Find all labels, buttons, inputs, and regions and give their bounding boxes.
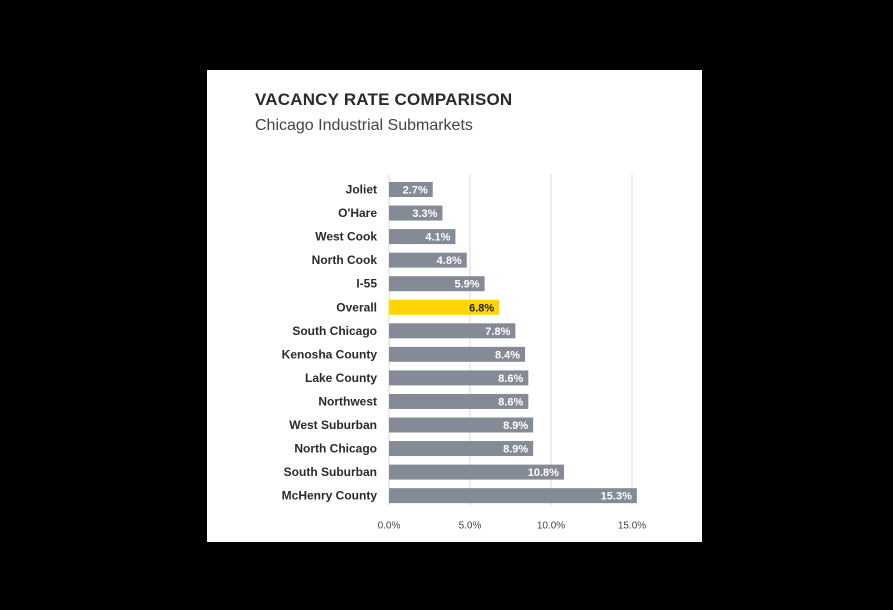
x-tick-label: 0.0%	[378, 521, 401, 532]
value-label: 2.7%	[403, 185, 428, 197]
bar	[389, 229, 456, 245]
bar	[389, 182, 433, 197]
x-tick-label: 5.0%	[459, 521, 482, 532]
bar	[389, 370, 529, 386]
chart-card: VACANCY RATE COMPARISON Chicago Industri…	[207, 70, 702, 542]
bar-chart: 0.0% 5.0% 10.0% 15.0% Joliet 2.7% O'Hare 3.3% We…	[282, 174, 646, 532]
bar	[389, 488, 637, 504]
value-label: 8.4%	[495, 349, 520, 361]
value-label: 8.9%	[503, 420, 528, 432]
category-label: West Suburban	[289, 418, 377, 432]
bar	[389, 417, 534, 433]
value-label: 8.6%	[498, 373, 523, 385]
bar	[389, 393, 529, 409]
value-label: 5.9%	[455, 279, 480, 291]
chart-subtitle: Chicago Industrial Submarkets	[255, 117, 473, 134]
bar	[389, 346, 526, 362]
category-label: North Chicago	[294, 442, 377, 456]
category-label: O'Hare	[338, 206, 377, 220]
bar	[389, 299, 500, 315]
value-label: 6.8%	[469, 302, 494, 314]
value-label: 4.1%	[425, 232, 450, 244]
value-label: 8.9%	[503, 444, 528, 456]
bar	[389, 441, 534, 457]
x-tick-label: 15.0%	[618, 521, 646, 532]
category-label: McHenry County	[282, 489, 378, 503]
bar	[389, 323, 516, 339]
category-label: Overall	[336, 300, 377, 314]
category-label: Northwest	[318, 394, 377, 408]
category-label: Kenosha County	[282, 347, 378, 361]
category-label: West Cook	[315, 230, 377, 244]
bar	[389, 252, 467, 268]
x-tick-label: 10.0%	[537, 521, 565, 532]
category-label: North Cook	[312, 253, 378, 267]
bar	[389, 205, 443, 221]
category-label: Lake County	[305, 371, 377, 385]
value-label: 4.8%	[437, 255, 462, 267]
value-label: 3.3%	[412, 208, 437, 220]
chart-title: VACANCY RATE COMPARISON	[255, 90, 513, 109]
category-label: South Chicago	[292, 324, 377, 338]
category-label: Joliet	[346, 183, 377, 197]
value-label: 7.8%	[485, 326, 510, 338]
bar	[389, 464, 564, 480]
value-label: 10.8%	[528, 467, 559, 479]
value-label: 8.6%	[498, 396, 523, 408]
category-label: I-55	[356, 277, 377, 291]
value-label: 15.3%	[601, 491, 632, 503]
bar	[389, 276, 485, 292]
category-label: South Suburban	[284, 465, 377, 479]
